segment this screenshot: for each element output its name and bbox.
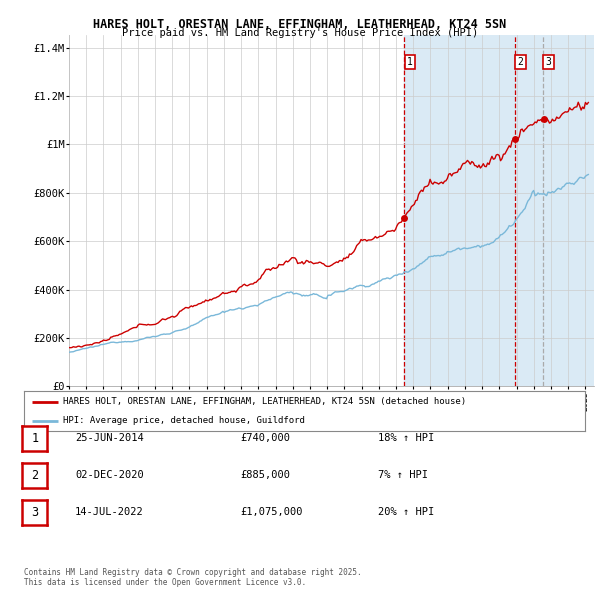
Text: 3: 3: [545, 57, 551, 67]
Text: Contains HM Land Registry data © Crown copyright and database right 2025.
This d: Contains HM Land Registry data © Crown c…: [24, 568, 362, 587]
Text: 2: 2: [31, 469, 38, 482]
Text: HARES HOLT, ORESTAN LANE, EFFINGHAM, LEATHERHEAD, KT24 5SN: HARES HOLT, ORESTAN LANE, EFFINGHAM, LEA…: [94, 18, 506, 31]
Text: Price paid vs. HM Land Registry's House Price Index (HPI): Price paid vs. HM Land Registry's House …: [122, 28, 478, 38]
Text: 14-JUL-2022: 14-JUL-2022: [75, 507, 144, 517]
Text: 7% ↑ HPI: 7% ↑ HPI: [378, 470, 428, 480]
Text: 3: 3: [31, 506, 38, 519]
Text: HPI: Average price, detached house, Guildford: HPI: Average price, detached house, Guil…: [63, 416, 305, 425]
Text: 02-DEC-2020: 02-DEC-2020: [75, 470, 144, 480]
Text: £885,000: £885,000: [240, 470, 290, 480]
Text: 25-JUN-2014: 25-JUN-2014: [75, 433, 144, 442]
Bar: [404, 35, 594, 386]
Text: 20% ↑ HPI: 20% ↑ HPI: [378, 507, 434, 517]
Text: 1: 1: [407, 57, 413, 67]
Text: £1,075,000: £1,075,000: [240, 507, 302, 517]
Text: £740,000: £740,000: [240, 433, 290, 442]
Text: 2: 2: [518, 57, 524, 67]
Text: HARES HOLT, ORESTAN LANE, EFFINGHAM, LEATHERHEAD, KT24 5SN (detached house): HARES HOLT, ORESTAN LANE, EFFINGHAM, LEA…: [63, 397, 466, 407]
Text: 1: 1: [31, 432, 38, 445]
Text: 18% ↑ HPI: 18% ↑ HPI: [378, 433, 434, 442]
